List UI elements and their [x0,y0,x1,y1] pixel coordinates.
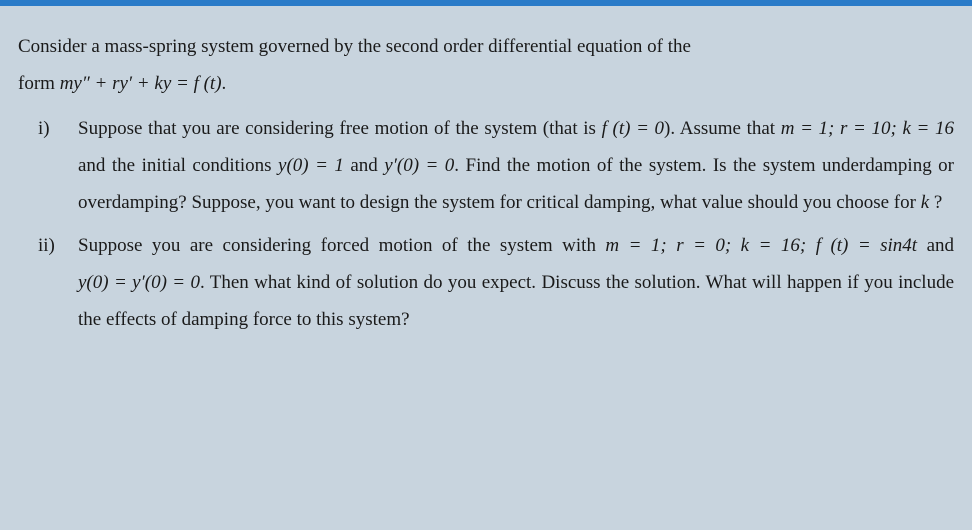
ii-p2-a: and [917,235,954,256]
document-page: Consider a mass-spring system governed b… [0,6,972,362]
intro-text-2: form [18,73,60,94]
i-p4: Suppose, you want to design the system f… [191,192,798,213]
intro-paragraph: Consider a mass-spring system governed b… [18,28,954,102]
item-marker-i: i) [18,110,78,221]
item-body-i: Suppose that you are considering free mo… [78,110,954,221]
i-p5-eq1: k [921,192,929,213]
intro-equation: my″ + ry′ + ky = f (t) [60,73,222,94]
i-p2-d: . [454,155,459,176]
list-item-ii: ii) Suppose you are considering forced m… [18,227,954,338]
i-p2-a: Assume that [680,118,781,139]
item-body-ii: Suppose you are considering forced motio… [78,227,954,338]
intro-text-1: Consider a mass-spring system governed b… [18,36,691,57]
i-p2-c: and [344,155,384,176]
i-p5-b: ? [929,192,942,213]
ii-p4: to this system? [297,309,410,330]
intro-period: . [222,73,227,94]
ii-p1-a: Suppose you are considering forced motio… [78,235,605,256]
i-p2-eq1: m = 1; r = 10; k = 16 [781,118,954,139]
ii-p1-eq1: m = 1; r = 0; k = 16; [605,235,806,256]
i-p1-a: Suppose that you are considering free mo… [78,118,602,139]
i-p2-eq3: y′(0) = 0 [384,155,454,176]
i-p1-b: ). [664,118,675,139]
ii-p2-b: . Then what kind of solution do you expe… [200,272,536,293]
i-p5-a: you choose for [803,192,921,213]
item-marker-ii: ii) [18,227,78,338]
i-p2-eq2: y(0) = 1 [278,155,344,176]
i-p2-b: and the initial conditions [78,155,278,176]
list-item-i: i) Suppose that you are considering free… [18,110,954,221]
i-p1-eq1: f (t) = 0 [602,118,664,139]
ii-p2-eq2: y(0) = y′(0) = 0 [78,272,200,293]
ii-p2-eq1: f (t) = sin4t [816,235,917,256]
